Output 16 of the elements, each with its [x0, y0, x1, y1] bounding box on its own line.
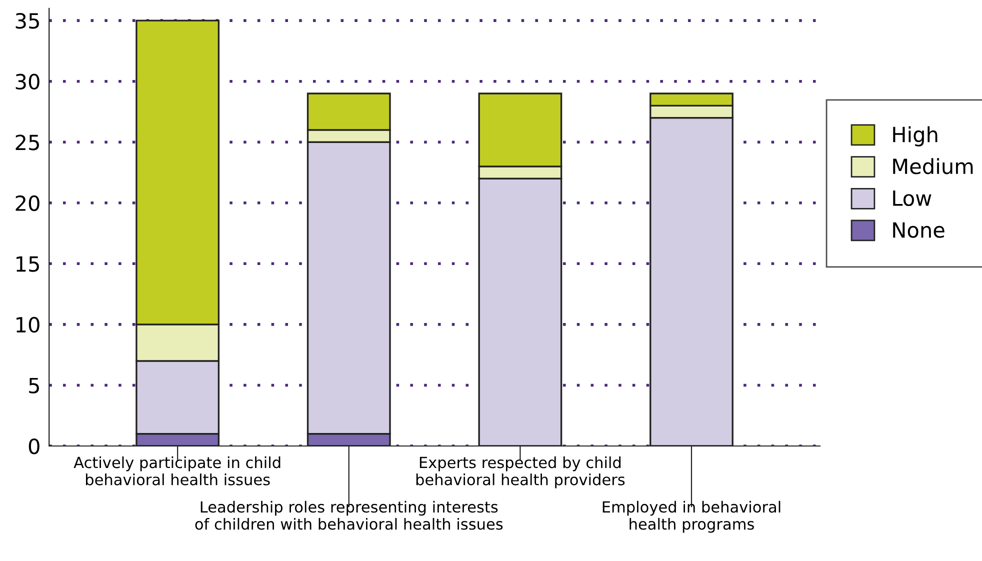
y-tick-label: 20 — [16, 195, 40, 212]
legend-label: Low — [893, 190, 932, 206]
x-tick-label: Experts respected by child behavioral health providers — [416, 456, 625, 488]
y-tick-label: 10 — [16, 316, 40, 333]
y-tick-label: 0 — [28, 438, 40, 454]
x-tick-label: Actively participate in child behavioral health issues — [74, 456, 280, 486]
y-tick-label: 15 — [16, 256, 39, 272]
y-tick-label: 35 — [16, 13, 39, 29]
legend-label: High — [893, 126, 938, 146]
y-tick-label: 30 — [16, 74, 40, 90]
legend-label: Medium — [893, 158, 973, 174]
x-tick-label: Leadership roles representing interests of children with behavioral health issues — [195, 500, 503, 530]
y-tick-label: 5 — [29, 378, 39, 394]
y-tick-label: 25 — [16, 134, 39, 150]
x-tick-label: Employed in behavioral health programs — [602, 500, 780, 533]
legend-label: None — [893, 222, 944, 238]
